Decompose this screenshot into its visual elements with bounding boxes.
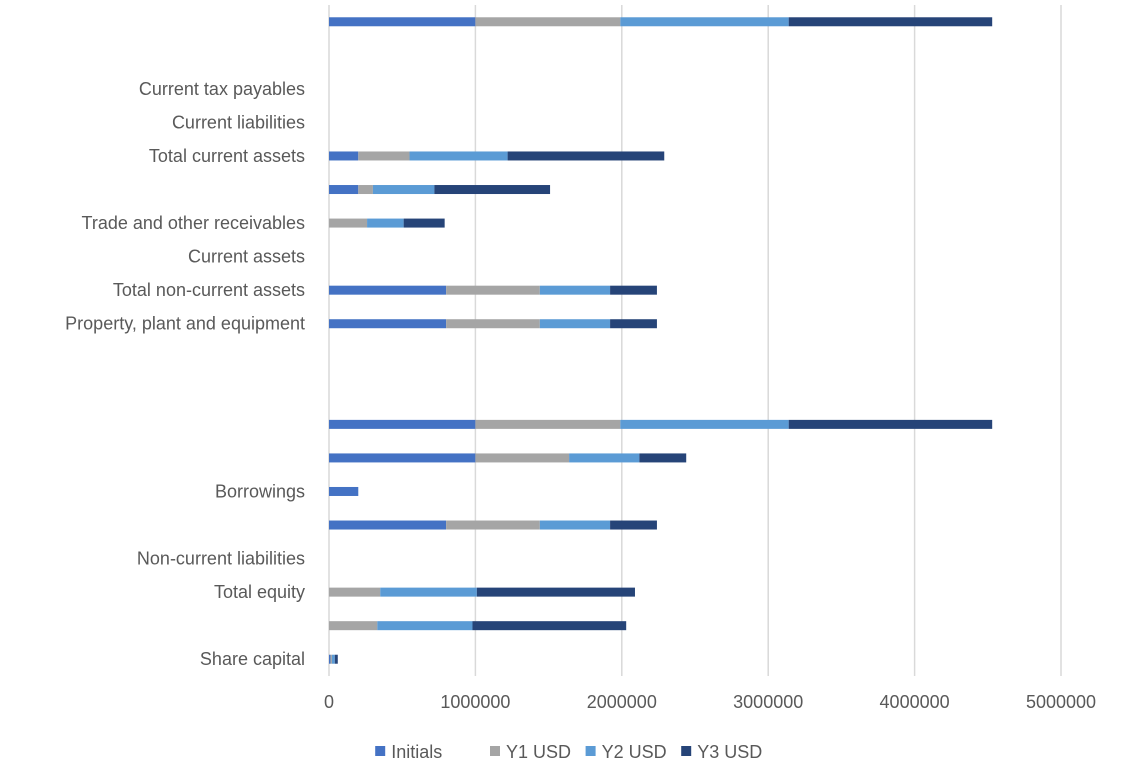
legend-label: Y2 USD — [602, 742, 667, 762]
bar-segment — [434, 185, 551, 195]
bar-segment — [472, 621, 627, 631]
bar-segment — [329, 453, 476, 463]
bar-segment — [329, 587, 381, 597]
bar-segment — [372, 185, 435, 195]
bar-segment — [610, 520, 657, 530]
bar-segment — [329, 17, 476, 27]
category-label: Share capital — [200, 649, 305, 669]
bar-segment — [329, 520, 447, 530]
bar-segment — [329, 218, 368, 228]
x-tick-label: 1000000 — [440, 692, 510, 712]
legend-swatch — [585, 746, 596, 756]
category-label: Total equity — [214, 582, 305, 602]
bar-segment — [329, 621, 378, 631]
bars — [329, 17, 993, 664]
bar-segment — [788, 17, 993, 27]
bar-segment — [334, 654, 338, 664]
bar-segment — [329, 185, 359, 195]
legend-swatch — [490, 746, 500, 756]
category-label: Borrowings — [215, 481, 305, 501]
bar-segment — [358, 185, 373, 195]
category-label: Current liabilities — [172, 112, 305, 132]
legend-swatch — [375, 746, 386, 756]
category-labels: Share capital Total equity Non-current lia… — [65, 79, 305, 669]
gridlines — [328, 5, 1062, 676]
legend-label: Y1 USD — [506, 742, 571, 762]
bar-segment — [329, 654, 331, 664]
bar-segment — [620, 17, 789, 27]
bar-segment — [331, 654, 335, 664]
bar-segment — [507, 151, 665, 161]
bar-segment — [475, 419, 621, 429]
x-tick-label: 3000000 — [733, 692, 803, 712]
bar-segment — [539, 319, 611, 329]
legend-label: Y3 USD — [697, 742, 762, 762]
category-label: Trade and other receivables — [82, 213, 305, 233]
legend-label: Initials — [391, 742, 442, 762]
bar-segment — [446, 520, 540, 530]
bar-segment — [409, 151, 508, 161]
x-tick-label: 4000000 — [880, 692, 950, 712]
tick-labels: 0 1000000 2000000 3000000 4000000 5000000 — [324, 692, 1096, 712]
bar-segment — [610, 319, 657, 329]
category-label: Total current assets — [149, 146, 305, 166]
bar-segment — [610, 285, 657, 295]
bar-segment — [367, 218, 404, 228]
x-tick-label: 5000000 — [1026, 692, 1096, 712]
bar-segment — [476, 587, 635, 597]
category-label: Total non-current assets — [113, 280, 305, 300]
bar-segment — [330, 654, 332, 664]
category-label: Non-current liabilities — [137, 549, 305, 569]
bar-segment — [569, 453, 640, 463]
bar-segment — [539, 285, 611, 295]
bar-segment — [446, 285, 540, 295]
bar-segment — [329, 285, 447, 295]
bar-segment — [620, 419, 789, 429]
bar-segment — [639, 453, 687, 463]
bar-segment — [475, 17, 621, 27]
category-label: Property, plant and equipment — [65, 314, 305, 334]
x-tick-label: 0 — [324, 692, 334, 712]
category-label: Current tax payables — [139, 79, 305, 99]
bar-segment — [403, 218, 445, 228]
bar-segment — [377, 621, 473, 631]
legend-swatch — [681, 746, 692, 756]
x-tick-label: 2000000 — [587, 692, 657, 712]
bar-segment — [788, 419, 993, 429]
legend: Initials Y1 USD Y2 USD Y3 USD — [375, 742, 762, 762]
bar-segment — [539, 520, 611, 530]
category-label: Current assets — [188, 247, 305, 267]
bar-segment — [475, 453, 570, 463]
bar-segment — [329, 419, 476, 429]
bar-segment — [329, 319, 447, 329]
bar-segment — [380, 587, 477, 597]
bar-segment — [446, 319, 540, 329]
bar-segment — [329, 151, 359, 161]
bar-segment — [329, 486, 359, 496]
bar-segment — [358, 151, 410, 161]
